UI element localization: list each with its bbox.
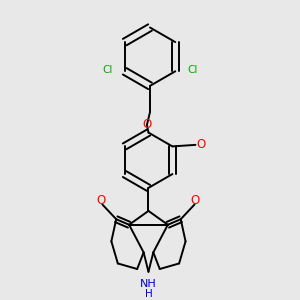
Text: O: O [142, 118, 152, 131]
Text: O: O [97, 194, 106, 207]
Text: O: O [191, 194, 200, 207]
Text: O: O [196, 138, 206, 152]
Text: Cl: Cl [103, 65, 113, 75]
Text: NH: NH [140, 279, 157, 290]
Text: Cl: Cl [187, 65, 197, 75]
Text: H: H [145, 289, 152, 299]
